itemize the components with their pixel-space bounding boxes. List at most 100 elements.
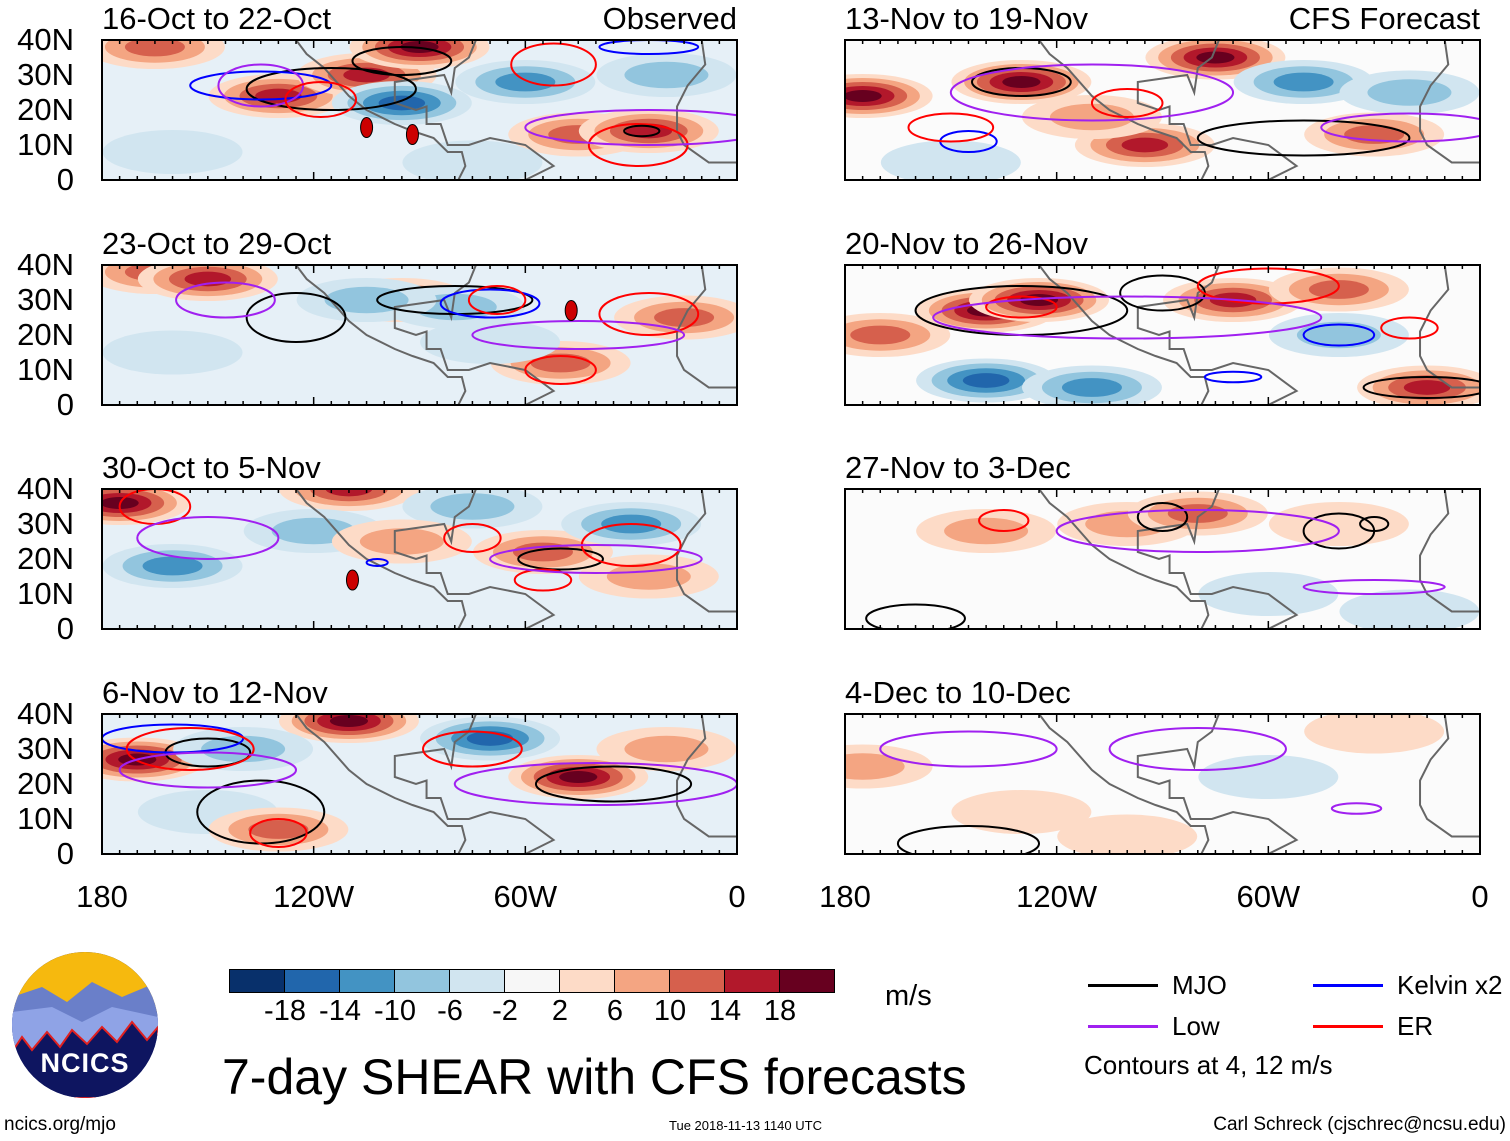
contour-mjo (534, 765, 693, 803)
shear-shading (625, 123, 673, 139)
contour-mjo (1196, 119, 1411, 157)
panel-source-label: Observed (602, 1, 737, 36)
figure-title: 7-day SHEAR with CFS forecasts (222, 1049, 967, 1105)
lon-label: 120W (1016, 879, 1098, 914)
lat-label: 0 (56, 836, 74, 871)
colorbar (229, 969, 835, 993)
panel-title: 20-Nov to 26-Nov (845, 226, 1088, 261)
contour-low (1055, 509, 1340, 553)
coastline (1419, 714, 1480, 838)
shear-shading (1273, 72, 1334, 92)
map-panel-p7 (844, 488, 1481, 630)
shear-shading (124, 40, 185, 57)
panel-title: 30-Oct to 5-Nov (102, 450, 321, 485)
contour-er (249, 818, 308, 848)
contour-low (175, 281, 276, 319)
coastline (1419, 489, 1480, 613)
shear-shading (624, 735, 709, 763)
lat-label: 30N (17, 57, 74, 92)
panel-title: 23-Oct to 29-Oct (102, 226, 332, 261)
contour-kelvin (439, 288, 541, 319)
shear-shading (329, 715, 369, 727)
colorbar-swatch (560, 970, 615, 992)
shear-shading (1057, 814, 1198, 854)
lat-label: 20N (17, 317, 74, 352)
coastline (1038, 714, 1299, 854)
panel-title: 4-Dec to 10-Dec (845, 675, 1071, 710)
legend-kelvin: Kelvin x2 (1313, 970, 1503, 1001)
shear-shading (402, 140, 543, 180)
lon-label: 120W (273, 879, 355, 914)
coastline (676, 714, 737, 838)
coastline (295, 265, 556, 405)
shear-shading (951, 790, 1092, 834)
shear-shading (1403, 380, 1451, 395)
contour-mjo (245, 67, 417, 111)
contour-er (985, 295, 1058, 319)
shear-shading (1304, 714, 1445, 754)
map-panel-p3 (101, 488, 738, 630)
coastline (1419, 40, 1480, 164)
lon-label: 180 (819, 879, 871, 914)
shear-shading (102, 330, 243, 375)
shear-shading (845, 753, 905, 780)
colorbar-swatch (725, 970, 780, 992)
contour-er (125, 727, 255, 771)
contour-er (1380, 316, 1439, 340)
contour-low (453, 762, 737, 806)
lat-label: 40N (17, 696, 74, 731)
lat-label: 30N (17, 731, 74, 766)
contour-kelvin (1203, 370, 1263, 384)
contour-er (1090, 88, 1164, 118)
shear-shading (430, 493, 515, 520)
contour-low (932, 295, 1323, 340)
legend-er: ER (1313, 1011, 1433, 1042)
legend-low: Low (1088, 1011, 1220, 1042)
contour-mjo (1136, 502, 1189, 532)
contour-low (1330, 802, 1383, 815)
colorbar-swatch (505, 970, 560, 992)
lat-label: 10N (17, 801, 74, 836)
lat-label: 20N (17, 766, 74, 801)
contour-low (489, 544, 703, 574)
coastline (1038, 265, 1299, 405)
shear-shading (624, 61, 709, 89)
footer-timestamp: Tue 2018-11-13 1140 UTC (669, 1118, 822, 1133)
shear-shading (359, 528, 444, 555)
lat-label: 0 (56, 611, 74, 646)
map-panel-p4 (101, 713, 738, 855)
colorbar-tick-label: 2 (551, 995, 569, 1027)
colorbar-tick-label: -10 (374, 995, 416, 1027)
panel-source-label: CFS Forecast (1288, 1, 1480, 36)
lat-label: 10N (17, 352, 74, 387)
colorbar-swatch (340, 970, 395, 992)
colorbar-tick-label: 10 (653, 995, 687, 1027)
shear-shading (1002, 76, 1041, 88)
lat-label: 0 (56, 162, 74, 197)
map-panel-p1 (101, 39, 738, 181)
contour-low (217, 63, 305, 108)
map-panel-p6 (844, 264, 1481, 406)
contour-er (978, 509, 1030, 532)
shear-shading (944, 517, 1029, 545)
contour-low (118, 751, 298, 789)
lat-label: 10N (17, 576, 74, 611)
colorbar-tick-label: -18 (264, 995, 306, 1027)
shear-shading (495, 72, 556, 92)
shear-shading (1296, 321, 1381, 349)
contour-mjo (517, 547, 604, 571)
colorbar-tick-label: 18 (763, 995, 797, 1027)
colorbar-swatch (615, 970, 670, 992)
contour-mjo (245, 292, 347, 343)
contour-note: Contours at 4, 12 m/s (1084, 1050, 1333, 1080)
shear-shading (1198, 755, 1339, 799)
shear-shading (962, 373, 1010, 388)
contour-kelvin (598, 40, 700, 55)
footer-url[interactable]: ncics.org/mjo (4, 1114, 116, 1135)
tropical-storm-icon (405, 124, 419, 145)
contour-kelvin (365, 558, 389, 567)
contour-er (513, 568, 573, 592)
colorbar-swatch (670, 970, 725, 992)
map-panel-p8 (844, 713, 1481, 855)
contour-er (524, 355, 597, 385)
